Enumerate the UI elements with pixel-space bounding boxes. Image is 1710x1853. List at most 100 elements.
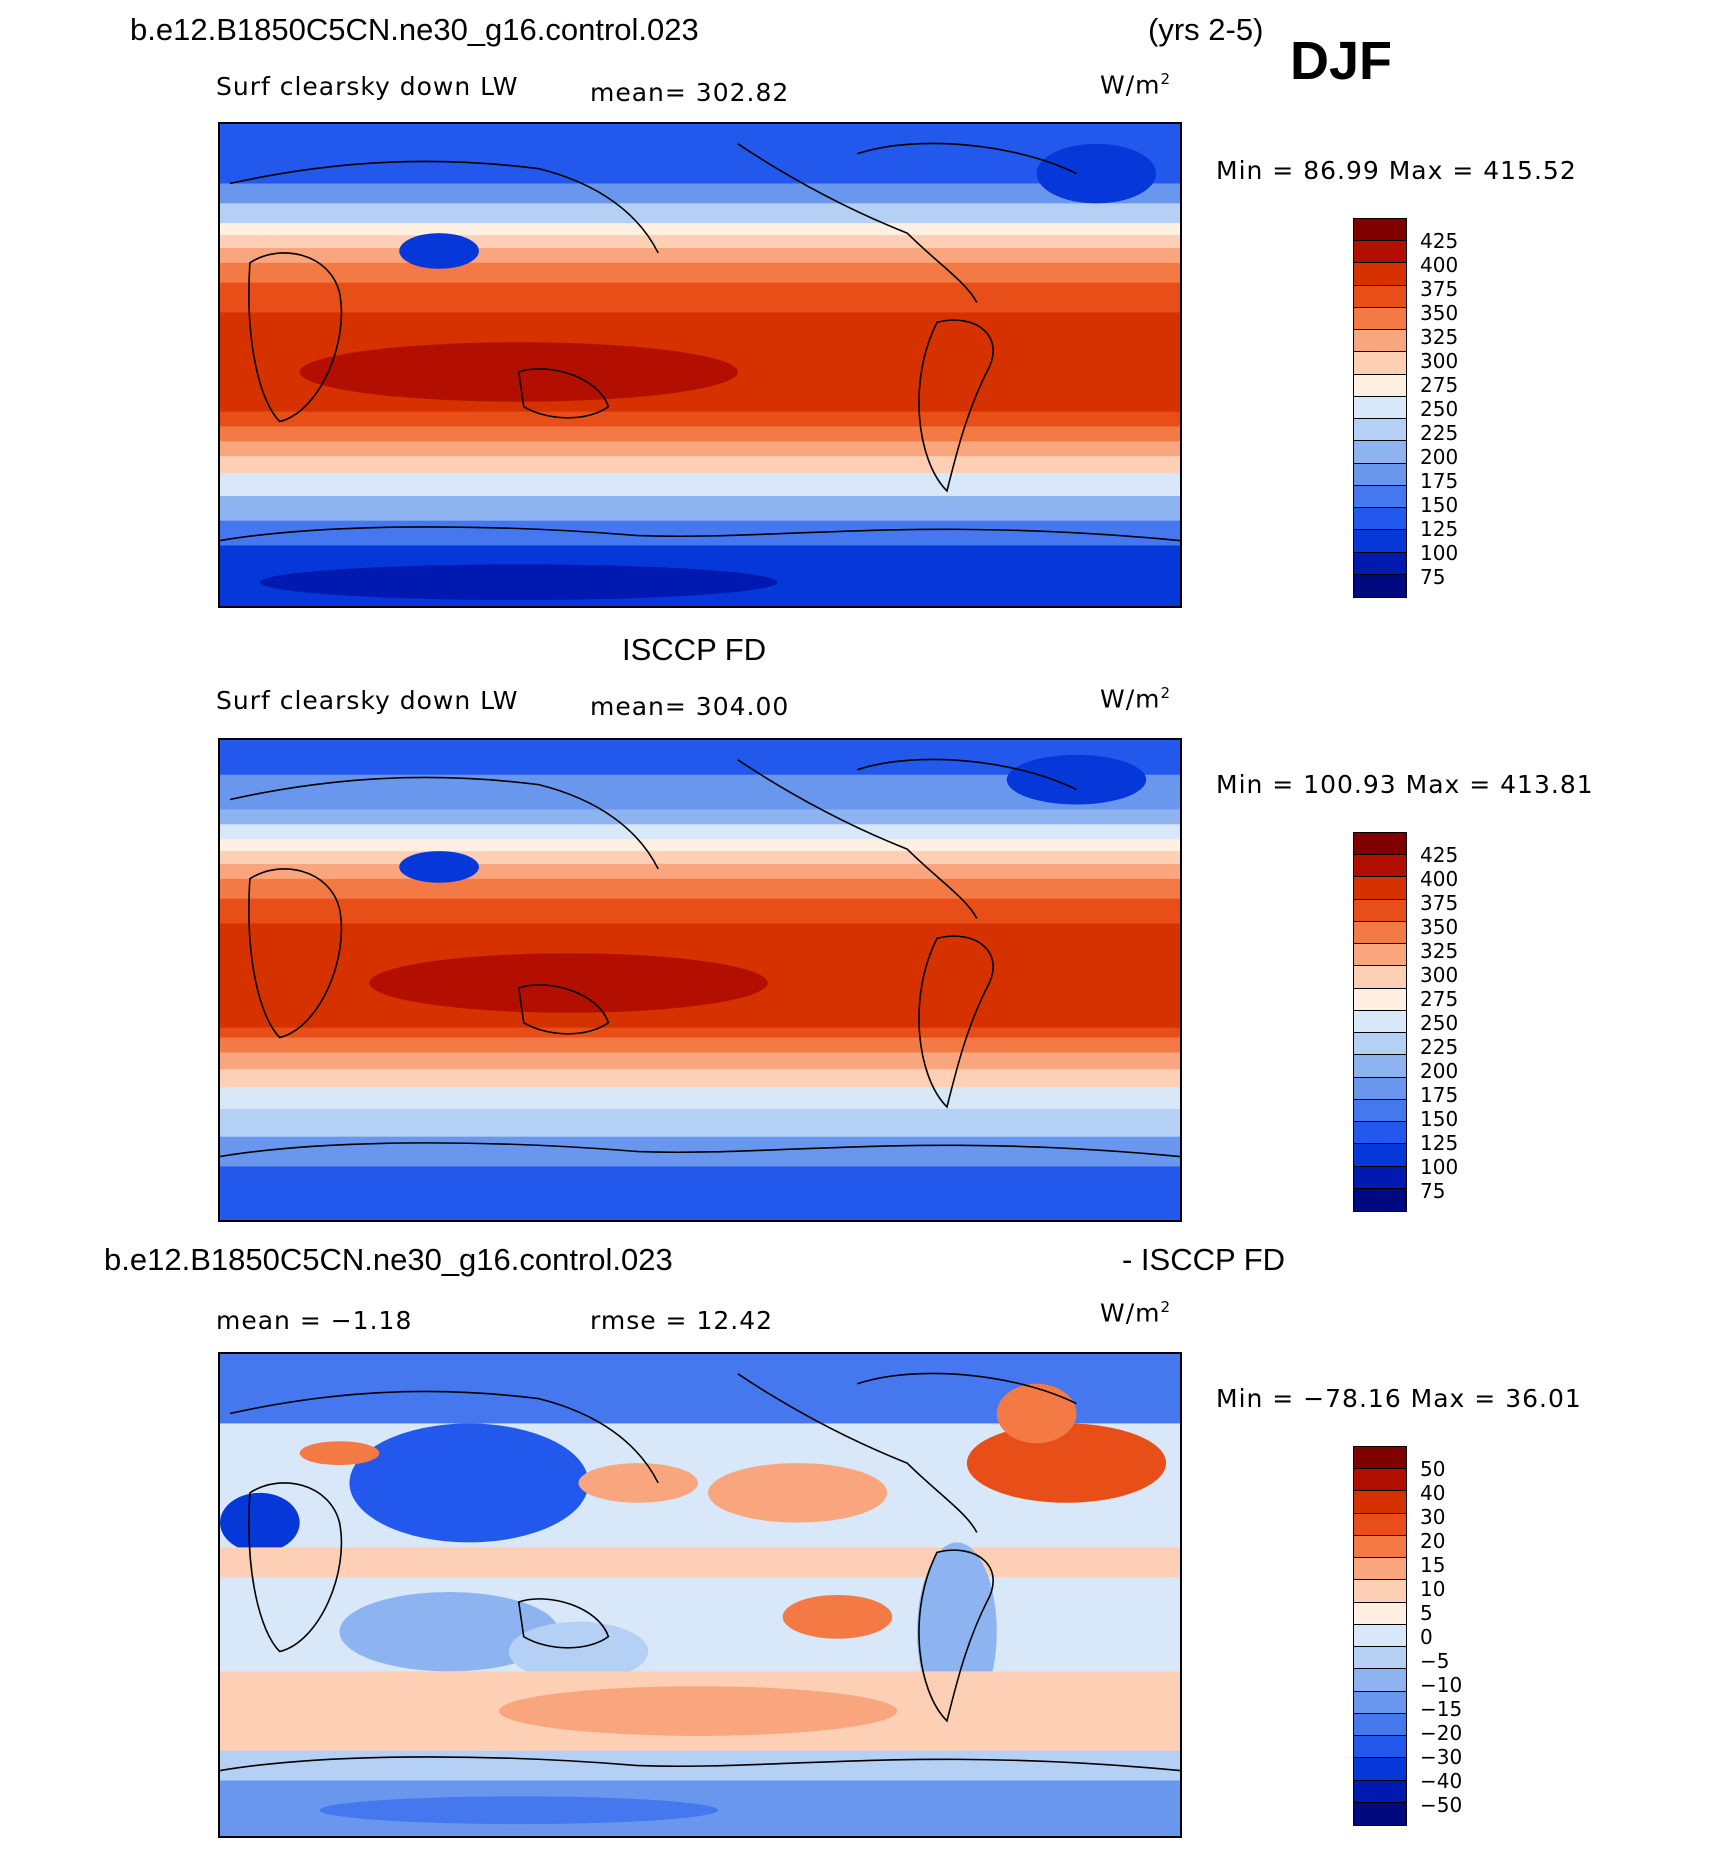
colorbar-swatch	[1354, 1624, 1406, 1648]
panel1-tick: 125	[1420, 517, 1459, 541]
panel3-tick: 0	[1420, 1625, 1433, 1649]
colorbar-swatch	[1354, 1558, 1406, 1581]
panel3-tick: 15	[1420, 1553, 1446, 1577]
colorbar-swatch	[1354, 1513, 1406, 1536]
colorbar-swatch	[1354, 1033, 1406, 1056]
panel2-map	[218, 738, 1182, 1222]
panel2-tick: 425	[1420, 843, 1459, 867]
colorbar-swatch	[1354, 419, 1406, 442]
colorbar-swatch	[1354, 1491, 1406, 1514]
panel2-units: W/m2	[1100, 684, 1172, 714]
panel3-tick: −15	[1420, 1697, 1463, 1721]
colorbar-swatch	[1354, 1669, 1406, 1692]
panel1-tick: 300	[1420, 349, 1459, 373]
colorbar-swatch	[1354, 1580, 1406, 1603]
years-label: (yrs 2-5)	[1148, 12, 1264, 47]
colorbar-swatch	[1354, 352, 1406, 375]
panel1-tick: 250	[1420, 397, 1459, 421]
colorbar-swatch	[1354, 485, 1406, 509]
panel2-tick: 375	[1420, 891, 1459, 915]
panel2-colorbar	[1353, 832, 1407, 1212]
panel3-tick: −5	[1420, 1649, 1450, 1673]
panel3-tick: −30	[1420, 1745, 1463, 1769]
colorbar-swatch	[1354, 1691, 1406, 1714]
colorbar-swatch	[1354, 285, 1406, 308]
panel1-tick: 325	[1420, 325, 1459, 349]
colorbar-swatch	[1354, 1099, 1406, 1123]
panel1-mean: mean= 302.82	[590, 78, 790, 107]
panel3-title-left: b.e12.B1850C5CN.ne30_g16.control.023	[104, 1242, 673, 1277]
colorbar-swatch	[1354, 1144, 1406, 1167]
colorbar-swatch	[1354, 241, 1406, 264]
colorbar-swatch	[1354, 1802, 1406, 1825]
panel2-mean: mean= 304.00	[590, 692, 790, 721]
panel3-units: W/m2	[1100, 1298, 1172, 1328]
panel1-tick: 350	[1420, 301, 1459, 325]
colorbar-swatch	[1354, 441, 1406, 464]
panel3-minmax: Min = −78.16 Max = 36.01	[1216, 1384, 1582, 1413]
panel3-mean: mean = −1.18	[216, 1306, 413, 1335]
panel2-tick: 75	[1420, 1179, 1446, 1203]
panel2-tick: 175	[1420, 1083, 1459, 1107]
colorbar-swatch	[1354, 219, 1406, 242]
panel1-variable: Surf clearsky down LW	[216, 72, 519, 101]
panel2-tick: 225	[1420, 1035, 1459, 1059]
colorbar-swatch	[1354, 833, 1406, 856]
colorbar-swatch	[1354, 988, 1406, 1011]
colorbar-swatch	[1354, 1647, 1406, 1670]
colorbar-swatch	[1354, 530, 1406, 553]
panel3-tick: 20	[1420, 1529, 1446, 1553]
panel1-tick: 425	[1420, 229, 1459, 253]
colorbar-swatch	[1354, 396, 1406, 420]
panel3-tick: 40	[1420, 1481, 1446, 1505]
case-title: b.e12.B1850C5CN.ne30_g16.control.023	[130, 12, 699, 47]
colorbar-swatch	[1354, 463, 1406, 486]
panel3-title-right: - ISCCP FD	[1122, 1242, 1286, 1277]
colorbar-swatch	[1354, 1780, 1406, 1803]
panel1-tick: 400	[1420, 253, 1459, 277]
colorbar-swatch	[1354, 1447, 1406, 1470]
panel1-colorbar	[1353, 218, 1407, 598]
panel1-tick: 275	[1420, 373, 1459, 397]
panel2-tick: 125	[1420, 1131, 1459, 1155]
colorbar-swatch	[1354, 1188, 1406, 1211]
colorbar-swatch	[1354, 921, 1406, 945]
panel3-tick: 5	[1420, 1601, 1433, 1625]
colorbar-swatch	[1354, 944, 1406, 967]
colorbar-swatch	[1354, 966, 1406, 989]
colorbar-swatch	[1354, 1077, 1406, 1100]
colorbar-swatch	[1354, 1010, 1406, 1034]
colorbar-swatch	[1354, 877, 1406, 900]
panel1-units: W/m2	[1100, 70, 1172, 100]
panel1-map	[218, 122, 1182, 608]
colorbar-swatch	[1354, 1535, 1406, 1559]
colorbar-swatch	[1354, 1122, 1406, 1145]
panel3-colorbar	[1353, 1446, 1407, 1826]
colorbar-swatch	[1354, 508, 1406, 531]
panel1-tick: 75	[1420, 565, 1446, 589]
panel2-tick: 200	[1420, 1059, 1459, 1083]
panel2-variable: Surf clearsky down LW	[216, 686, 519, 715]
panel3-tick: 30	[1420, 1505, 1446, 1529]
panel3-rmse: rmse = 12.42	[590, 1306, 774, 1335]
panel2-tick: 275	[1420, 987, 1459, 1011]
colorbar-swatch	[1354, 574, 1406, 597]
colorbar-swatch	[1354, 1469, 1406, 1492]
panel2-tick: 250	[1420, 1011, 1459, 1035]
panel1-tick: 100	[1420, 541, 1459, 565]
colorbar-swatch	[1354, 1602, 1406, 1625]
panel1-tick: 200	[1420, 445, 1459, 469]
colorbar-swatch	[1354, 1166, 1406, 1189]
panel3-map	[218, 1352, 1182, 1838]
panel2-title: ISCCP FD	[622, 632, 767, 667]
panel1-tick: 150	[1420, 493, 1459, 517]
colorbar-swatch	[1354, 1736, 1406, 1759]
colorbar-swatch	[1354, 552, 1406, 575]
colorbar-swatch	[1354, 374, 1406, 397]
panel1-minmax: Min = 86.99 Max = 415.52	[1216, 156, 1577, 185]
colorbar-swatch	[1354, 263, 1406, 286]
colorbar-swatch	[1354, 307, 1406, 331]
panel2-tick: 300	[1420, 963, 1459, 987]
panel3-tick: −50	[1420, 1793, 1463, 1817]
panel3-tick: −20	[1420, 1721, 1463, 1745]
